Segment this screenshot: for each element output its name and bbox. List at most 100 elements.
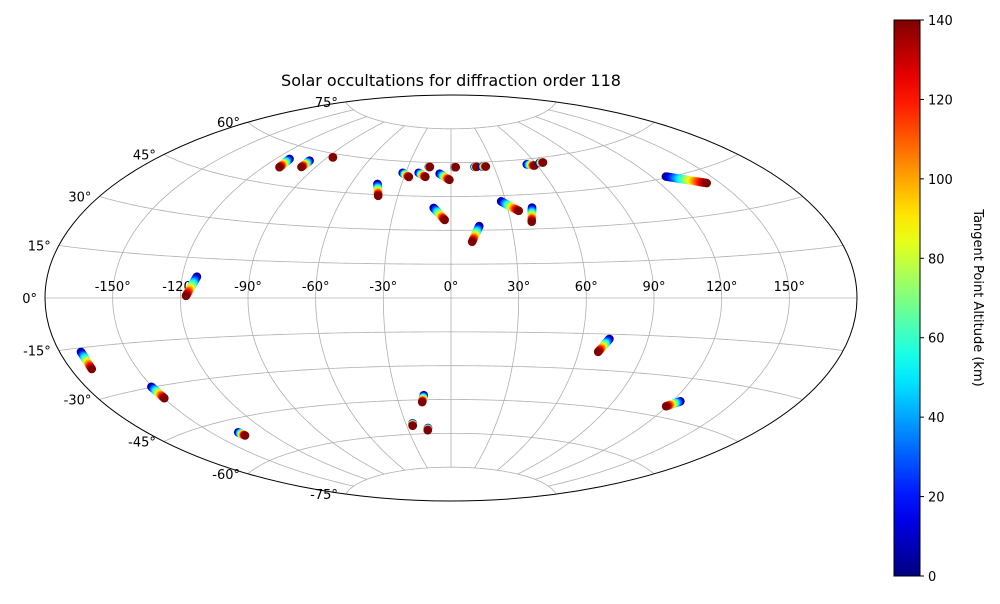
occultation-point (160, 393, 169, 403)
colorbar-tick-label: 60 (928, 332, 945, 347)
lon-tick-label: 150° (774, 280, 805, 295)
occultation-track (593, 334, 614, 357)
lat-tick-label: 30° (68, 191, 91, 206)
occultation-track (417, 390, 429, 407)
lon-tick-label: -150° (95, 280, 131, 295)
lon-gridline (112, 109, 354, 487)
occultation-point (408, 421, 417, 431)
lat-tick-label: -45° (128, 436, 156, 451)
colorbar-label: Tangent Point Altitude (km) (970, 208, 985, 386)
occultation-track (496, 197, 524, 216)
latitude-tick-labels: -75° -60° -45° -30° -15° 0° 15° 30° 45° 60° 75° (22, 96, 338, 503)
lon-gridline (247, 121, 385, 475)
colorbar-tick-label: 40 (928, 411, 945, 426)
lon-gridline (315, 125, 406, 471)
lat-gridline (345, 466, 557, 495)
lon-gridline (535, 116, 723, 480)
occultation-track (414, 168, 430, 182)
colorbar: 0 20 40 60 80 100 120 140 Tangent Point Altitud… (893, 14, 985, 585)
occultation-point (514, 206, 524, 216)
lon-tick-label: -90° (234, 280, 262, 295)
lat-tick-label: -60° (212, 468, 240, 483)
occultation-track (429, 203, 449, 225)
lat-tick-label: -30° (64, 394, 92, 409)
occultation-track (328, 153, 338, 162)
occultation-point (702, 178, 711, 188)
lon-gridline (474, 127, 520, 469)
occultation-track (478, 162, 491, 171)
occultation-point (275, 162, 284, 172)
occultation-track (423, 423, 433, 435)
occultation-point (417, 397, 427, 407)
lon-gridline (179, 116, 367, 480)
occultation-point (373, 191, 383, 201)
occultation-point (87, 364, 97, 374)
occultation-point (425, 162, 435, 172)
colorbar-tick-label: 20 (928, 491, 945, 506)
occultation-point (181, 291, 191, 301)
occultation-track (181, 272, 202, 301)
occultation-point (538, 158, 548, 167)
occultation-track (661, 397, 685, 411)
occultation-track (408, 418, 417, 431)
lon-tick-label: 60° (575, 280, 598, 295)
colorbar-tick-label: 140 (928, 14, 953, 29)
lat-gridline (345, 101, 557, 130)
occultation-track (450, 162, 461, 172)
occultation-track (373, 179, 383, 201)
occultation-point (451, 162, 461, 172)
occultation-point (297, 162, 306, 172)
occultation-point (481, 162, 491, 171)
colorbar-tick-label: 120 (928, 93, 953, 108)
lon-tick-label: -30° (369, 280, 397, 295)
lat-tick-label: 45° (133, 149, 156, 164)
lon-tick-label: 0° (444, 280, 459, 295)
occultation-point (328, 153, 338, 162)
occultation-point (527, 217, 537, 226)
occultation-point (661, 401, 671, 411)
occultation-track (275, 154, 294, 172)
lat-tick-label: -15° (23, 345, 51, 360)
occultation-track (297, 156, 314, 172)
longitude-gridlines (112, 109, 790, 487)
lat-tick-label: 15° (28, 240, 51, 255)
lon-gridline (496, 125, 587, 471)
occultation-point (467, 237, 477, 247)
lon-gridline (517, 121, 655, 475)
colorbar-gradient (893, 19, 921, 577)
lat-tick-label: 60° (217, 116, 240, 131)
occultation-track (233, 427, 250, 440)
lat-tick-label: 0° (22, 292, 37, 307)
lat-tick-label: 75° (315, 96, 338, 111)
colorbar-ticks: 0 20 40 60 80 100 120 140 (920, 14, 953, 585)
occultation-track (76, 347, 97, 374)
occultation-points (76, 153, 711, 440)
occultation-track (398, 168, 414, 182)
occultation-track (435, 169, 454, 185)
lat-tick-label: -75° (310, 488, 338, 503)
colorbar-tick-label: 100 (928, 173, 953, 188)
occultation-track (424, 162, 435, 172)
lon-gridline (548, 109, 790, 487)
lon-gridline (382, 127, 428, 469)
lon-tick-label: 90° (642, 280, 665, 295)
colorbar-tick-label: 80 (928, 252, 945, 267)
lon-tick-label: 30° (507, 280, 530, 295)
occultation-point (445, 175, 454, 185)
occultation-track (535, 158, 548, 168)
chart-title: Solar occultations for diffraction order… (281, 71, 621, 90)
occultation-point (440, 215, 449, 225)
map-boundary (44, 94, 858, 502)
occultation-track (661, 172, 711, 188)
occultation-track (527, 203, 537, 226)
lon-tick-label: 120° (706, 280, 737, 295)
occultation-point (240, 431, 250, 440)
lon-tick-label: -60° (302, 280, 330, 295)
occultation-track (147, 382, 169, 403)
occultation-point (423, 425, 433, 435)
occultation-track (467, 221, 484, 247)
colorbar-tick-label: 0 (928, 570, 936, 585)
occultation-point (421, 172, 430, 182)
